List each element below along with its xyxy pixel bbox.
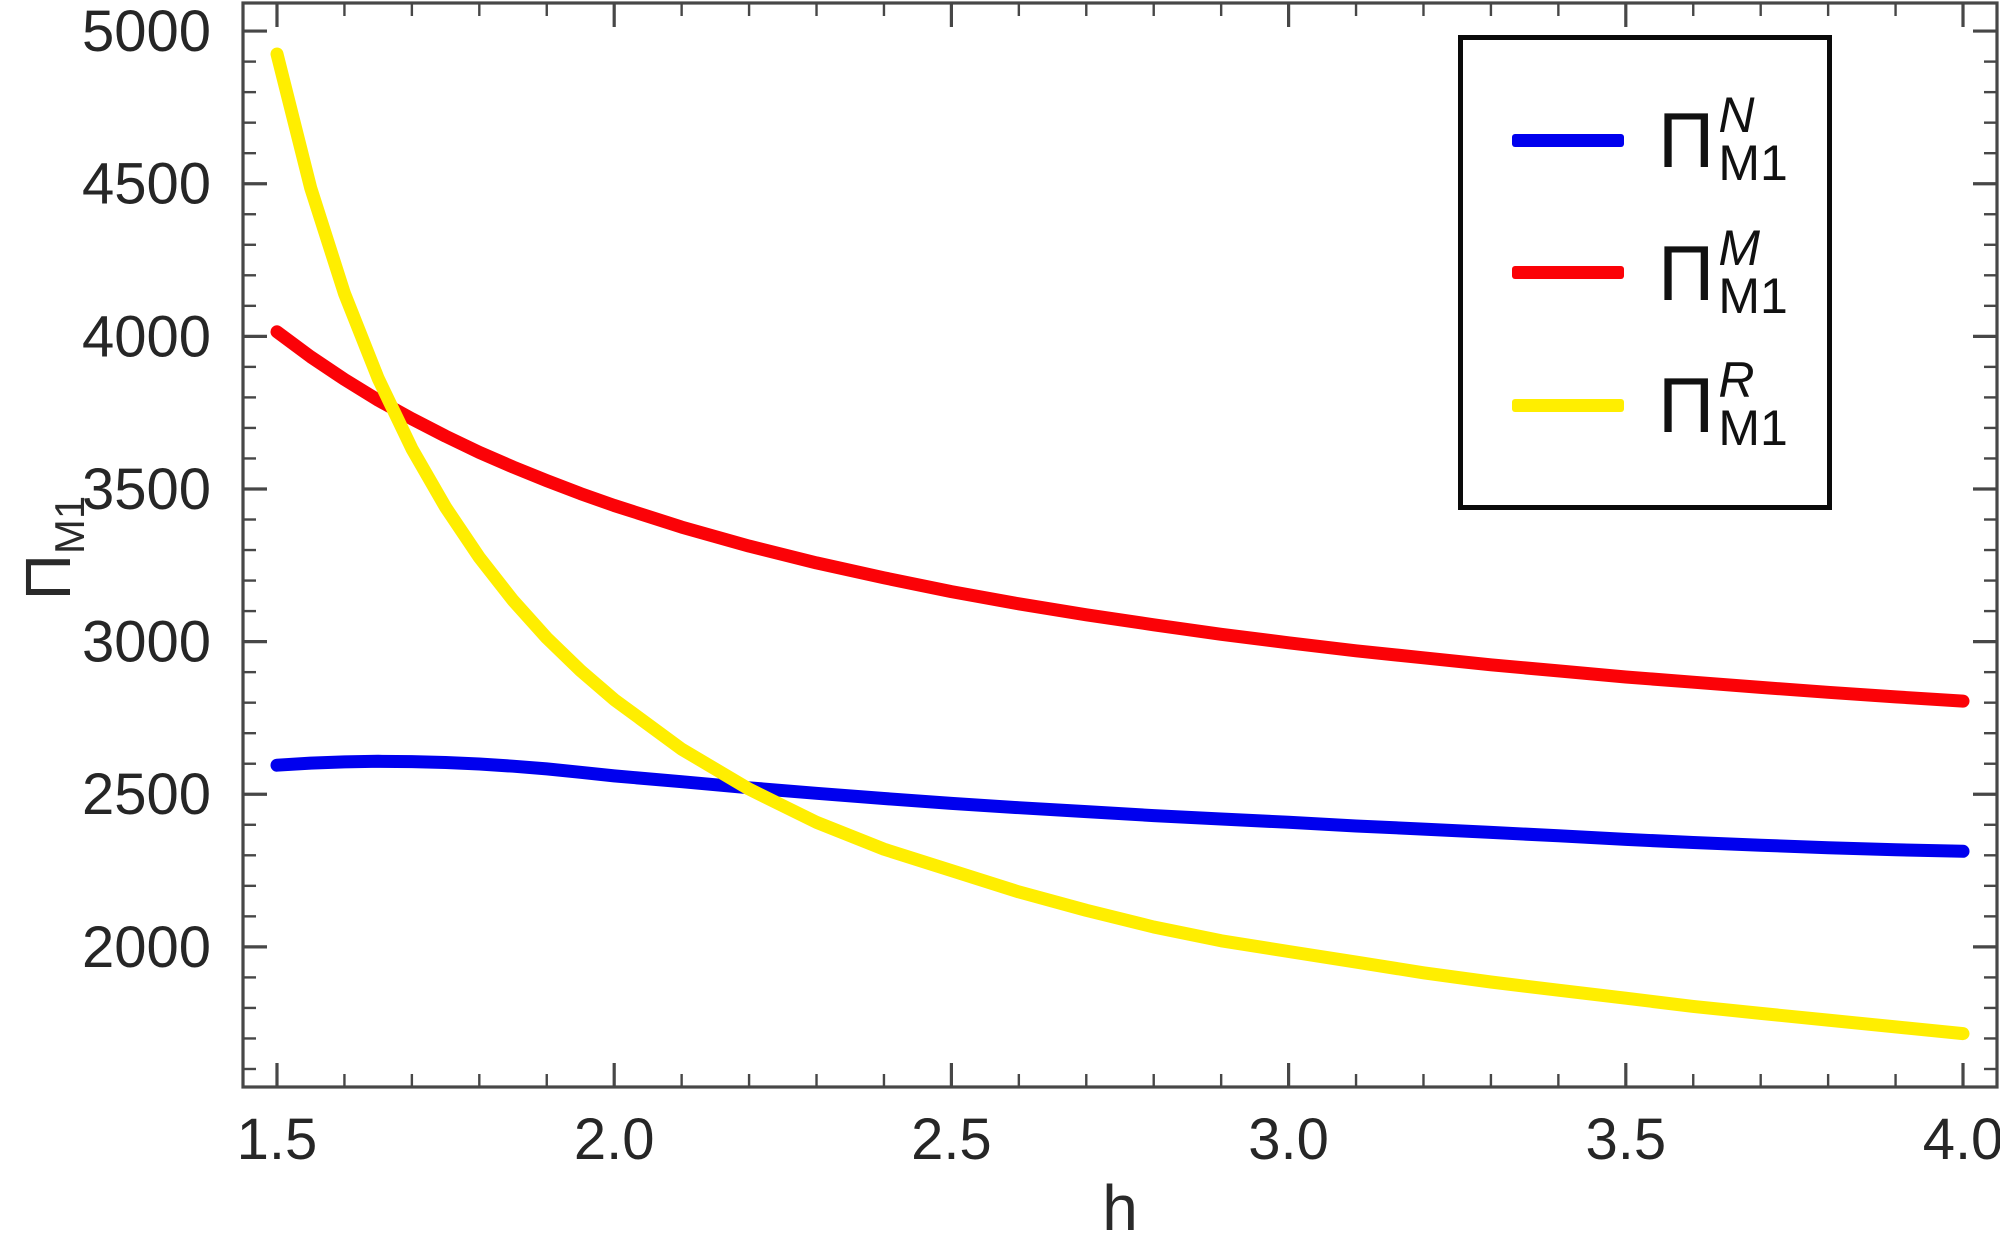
x-tick-label: 3.5 — [1585, 1107, 1666, 1172]
legend-scripts: N M1 — [1718, 87, 1788, 191]
x-axis-title: h — [1020, 1168, 1220, 1248]
x-tick-label: 2.0 — [574, 1107, 655, 1172]
y-axis-title: ΠM1 — [6, 238, 93, 858]
legend-subscript: M1 — [1718, 400, 1788, 456]
curve-2 — [270, 47, 1970, 1041]
legend-box: Π N M1 Π M M1 Π R M1 — [1458, 35, 1832, 510]
y-tick-label: 4500 — [82, 152, 211, 217]
plot-frame — [241, 1, 1999, 1089]
curve-0 — [270, 754, 1970, 858]
legend-label-M: Π M M1 — [1658, 219, 1788, 324]
legend-superscript: N — [1718, 87, 1755, 143]
y-tick-label: 5000 — [82, 0, 211, 64]
y-axis-title-symbol: Π — [12, 554, 84, 601]
legend-scripts: M M1 — [1718, 219, 1788, 324]
pi-symbol: Π — [1658, 228, 1715, 317]
x-tick-label: 3.0 — [1248, 1107, 1329, 1172]
legend-item-M: Π M M1 — [1463, 223, 1827, 323]
legend-scripts: R M1 — [1718, 352, 1788, 456]
legend-item-N: Π N M1 — [1463, 90, 1827, 190]
legend-label-R: Π R M1 — [1658, 352, 1788, 456]
y-tick-label: 4000 — [82, 304, 211, 369]
x-tick-label: 1.5 — [237, 1107, 318, 1172]
y-tick-label: 2000 — [82, 915, 211, 980]
legend-subscript: M1 — [1718, 267, 1788, 324]
y-tick-label: 2500 — [82, 762, 211, 827]
x-tick-label: 2.5 — [911, 1107, 992, 1172]
legend-superscript: M — [1718, 219, 1760, 276]
y-tick-label: 3500 — [82, 457, 211, 522]
legend-subscript: M1 — [1718, 135, 1788, 191]
legend-line-swatch-blue — [1512, 133, 1624, 147]
pi-symbol: Π — [1658, 361, 1715, 449]
legend-item-R: Π R M1 — [1463, 355, 1827, 455]
legend-line-swatch-yellow — [1512, 398, 1624, 412]
curve-1 — [270, 325, 1970, 708]
y-tick-label: 3000 — [82, 610, 211, 675]
legend-line-swatch-red — [1512, 266, 1624, 279]
x-tick-label: 4.0 — [1923, 1107, 2000, 1172]
y-axis-title-subscript: M1 — [46, 495, 93, 555]
x-axis-title-text: h — [1102, 1172, 1138, 1244]
legend-superscript: R — [1718, 352, 1755, 408]
legend-label-N: Π N M1 — [1658, 87, 1788, 191]
pi-symbol: Π — [1658, 96, 1715, 184]
